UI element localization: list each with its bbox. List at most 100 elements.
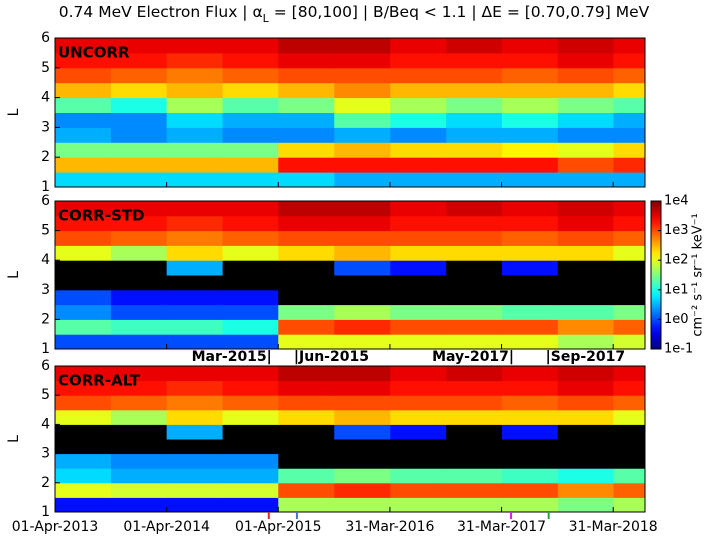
y-tick-label: 6 bbox=[41, 358, 50, 374]
heatmap-cell bbox=[222, 82, 279, 99]
heatmap-cell bbox=[557, 468, 614, 484]
heatmap-cell bbox=[166, 260, 224, 276]
heatmap-cell bbox=[55, 497, 112, 513]
y-tick-label: 1 bbox=[41, 341, 50, 357]
heatmap-cell bbox=[613, 97, 646, 113]
heatmap-cell bbox=[166, 82, 224, 99]
heatmap-cell bbox=[446, 67, 503, 84]
heatmap-cell bbox=[166, 409, 224, 425]
heatmap-cell bbox=[55, 201, 112, 217]
heatmap-cell bbox=[222, 97, 279, 113]
heatmap-cell bbox=[613, 142, 646, 158]
heatmap-cell bbox=[557, 172, 614, 188]
heatmap-cell bbox=[334, 67, 391, 84]
heatmap-cell bbox=[613, 52, 646, 69]
heatmap-cell bbox=[55, 366, 112, 382]
x-tick-label: 01-Apr-2015 bbox=[235, 519, 322, 535]
colorbar bbox=[650, 200, 662, 350]
heatmap-cell bbox=[55, 453, 112, 469]
heatmap-cell bbox=[166, 38, 224, 54]
heatmap-cell bbox=[613, 201, 646, 217]
heatmap-cell bbox=[110, 482, 168, 498]
heatmap-cell bbox=[613, 245, 646, 261]
heatmap-cell bbox=[557, 97, 614, 113]
heatmap-cell bbox=[278, 439, 335, 455]
panel-label: CORR-ALT bbox=[58, 372, 141, 390]
heatmap-cell bbox=[557, 52, 614, 69]
heatmap-cell bbox=[446, 172, 503, 188]
heatmap-cell bbox=[55, 215, 112, 232]
heatmap-cell bbox=[110, 97, 168, 113]
colorbar-tick-label: 1e1 bbox=[664, 282, 689, 297]
heatmap-cell bbox=[55, 424, 112, 440]
heatmap-cell bbox=[390, 97, 447, 113]
heatmap-cell bbox=[222, 453, 279, 469]
heatmap-cell bbox=[557, 334, 614, 350]
heatmap-cell bbox=[166, 366, 224, 382]
heatmap-cell bbox=[557, 424, 614, 440]
heatmap-cell bbox=[501, 67, 559, 84]
heatmap-cell bbox=[55, 482, 112, 498]
heatmap-cell bbox=[166, 304, 224, 320]
heatmap-cell bbox=[390, 275, 447, 291]
heatmap-cell bbox=[613, 439, 646, 455]
heatmap-cell bbox=[334, 497, 391, 513]
heatmap-cell bbox=[278, 67, 335, 84]
heatmap-cell bbox=[334, 127, 391, 143]
y-tick-label: 2 bbox=[41, 149, 50, 165]
heatmap-cell bbox=[166, 67, 224, 84]
heatmap-cell bbox=[278, 319, 335, 335]
heatmap-cell bbox=[55, 67, 112, 84]
heatmap-cell bbox=[110, 260, 168, 276]
panel-label: CORR-STD bbox=[58, 207, 145, 225]
heatmap-cell bbox=[446, 304, 503, 320]
heatmap-cell bbox=[557, 245, 614, 261]
heatmap-cell bbox=[501, 304, 559, 320]
heatmap-cell bbox=[110, 497, 168, 513]
heatmap-cell bbox=[278, 409, 335, 425]
heatmap-cell bbox=[110, 366, 168, 382]
heatmap-cell bbox=[334, 82, 391, 99]
heatmap-cell bbox=[334, 260, 391, 276]
heatmap-cell bbox=[501, 127, 559, 143]
heatmap-cell bbox=[334, 157, 391, 173]
colorbar-tick-label: 1e2 bbox=[664, 253, 689, 268]
title-part: L bbox=[263, 12, 270, 25]
heatmap-cell bbox=[446, 468, 503, 484]
heatmap-cell bbox=[613, 260, 646, 276]
heatmap-cell bbox=[110, 439, 168, 455]
heatmap-cell bbox=[613, 468, 646, 484]
heatmap-cell bbox=[334, 230, 391, 246]
heatmap-cell bbox=[278, 38, 335, 54]
heatmap-cell bbox=[110, 52, 168, 69]
title-part: 0.74 MeV Electron Flux | α bbox=[59, 3, 263, 21]
heatmap-cell bbox=[446, 97, 503, 113]
heatmap-cell bbox=[222, 172, 279, 188]
heatmap-cell bbox=[613, 172, 646, 188]
heatmap-cell bbox=[278, 260, 335, 276]
heatmap-cell bbox=[222, 245, 279, 261]
heatmap-cell bbox=[278, 304, 335, 320]
heatmap-cell bbox=[55, 319, 112, 335]
heatmap-cell bbox=[55, 380, 112, 396]
heatmap-cell bbox=[278, 172, 335, 188]
heatmap-cell bbox=[557, 142, 614, 158]
heatmap-cell bbox=[110, 245, 168, 261]
heatmap-cell bbox=[166, 319, 224, 335]
heatmap-cell bbox=[222, 380, 279, 396]
heatmap-cell bbox=[390, 127, 447, 143]
heatmap-cell bbox=[446, 142, 503, 158]
colorbar-tick-label: 1e3 bbox=[664, 223, 689, 238]
heatmap-cell bbox=[55, 245, 112, 261]
heatmap-cell bbox=[278, 424, 335, 440]
annotation: |Sep-2017 bbox=[546, 349, 626, 365]
heatmap-cell bbox=[613, 409, 646, 425]
heatmap-cell bbox=[55, 112, 112, 128]
y-tick-label: 1 bbox=[41, 504, 50, 520]
heatmap-cell bbox=[166, 334, 224, 350]
heatmap-cell bbox=[166, 453, 224, 469]
y-tick-label: 6 bbox=[41, 30, 50, 46]
colorbar-tick-label: 1e-1 bbox=[664, 342, 693, 357]
heatmap-cell bbox=[446, 127, 503, 143]
heatmap-cell bbox=[110, 275, 168, 291]
